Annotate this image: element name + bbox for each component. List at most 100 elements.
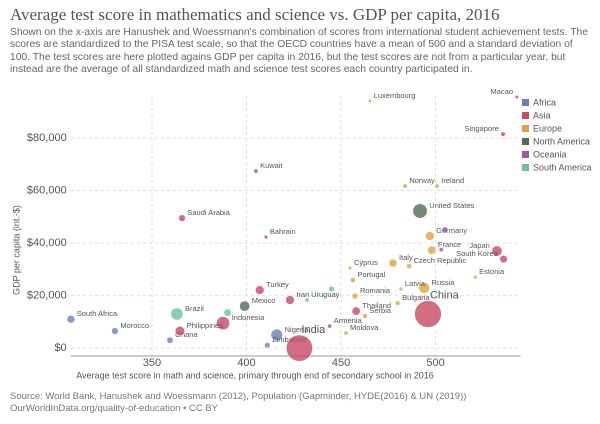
bubble [223, 308, 232, 317]
point-label: Portugal [357, 270, 385, 279]
point-label: Latvia [405, 279, 426, 288]
point-label: Russia [432, 278, 456, 287]
bubble [398, 286, 404, 292]
point-label: Turkey [266, 280, 289, 289]
y-axis-label: GDP per capita (int.-$) [11, 205, 21, 295]
bubble [286, 334, 313, 362]
point-label: Romania [360, 286, 391, 295]
x-tick-label: 500 [426, 357, 444, 369]
bubble [239, 300, 250, 312]
legend-swatch [522, 164, 529, 171]
point-label: Armenia [334, 316, 363, 325]
point-label: Czech Republic [414, 256, 467, 265]
bubble [427, 245, 437, 255]
y-tick-label: $20,000 [27, 290, 67, 302]
point-label: Cyprus [354, 258, 378, 267]
bubble [418, 282, 430, 294]
x-tick-label: 400 [237, 357, 255, 369]
bubble [402, 183, 408, 189]
point-label: Japan [469, 241, 489, 250]
bubble [438, 247, 444, 253]
bubble [425, 231, 435, 241]
bubble [414, 300, 442, 328]
point-label: Philippines [187, 321, 224, 330]
bubble [441, 226, 449, 234]
x-tick-label: 350 [143, 357, 161, 369]
point-label: Moldova [350, 323, 379, 332]
point-label: Singapore [465, 124, 499, 133]
legend-label: South America [533, 162, 592, 172]
point-label: Luxembourg [374, 91, 416, 100]
point-label: South Korea [456, 249, 499, 258]
x-tick-label: 450 [332, 357, 350, 369]
bubble [263, 234, 269, 240]
bubble [285, 295, 295, 305]
legend-label: Europe [533, 123, 562, 133]
point-label: South Africa [77, 309, 118, 318]
bubble [66, 315, 76, 324]
bubble [304, 297, 310, 303]
bubble [499, 255, 508, 264]
y-tick-label: $0 [54, 342, 66, 354]
legend-label: Africa [533, 97, 556, 107]
legend-swatch [522, 99, 529, 106]
point-label: Ireland [441, 176, 464, 185]
bubble [253, 168, 259, 174]
bubble [328, 285, 335, 293]
bubble [174, 326, 185, 337]
url: OurWorldInData.org/quality-of-education … [10, 403, 219, 414]
y-tick-label: $80,000 [27, 132, 67, 144]
bubble [343, 330, 349, 336]
bubble [327, 323, 332, 329]
point-label: Indonesia [232, 313, 265, 322]
bubble [351, 306, 361, 316]
bubble [350, 277, 356, 283]
footer: Source: World Bank, Hanushek and Woessma… [10, 391, 466, 415]
chart-subtitle: Shown on the x-axis are Hanushek and Woe… [10, 27, 588, 75]
bubble [351, 292, 359, 300]
point-label: United States [429, 201, 474, 210]
bubble [166, 336, 174, 344]
bubble [406, 263, 412, 269]
point-label: Italy [399, 253, 413, 262]
source: Source: World Bank, Hanushek and Woessma… [10, 391, 467, 402]
x-axis-label: Average test score in math and science, … [76, 370, 434, 380]
point-label: Kuwait [260, 161, 283, 170]
point-label: Estonia [479, 267, 505, 276]
bubble [388, 258, 398, 268]
bubble [434, 183, 440, 189]
point-label: Macao [491, 87, 514, 96]
point-label: Bahrain [270, 227, 296, 236]
point-label: Serbia [369, 306, 392, 315]
bubble [395, 300, 401, 306]
bubble [255, 285, 265, 295]
legend-label: North America [533, 136, 590, 146]
bubble [347, 265, 353, 271]
y-tick-label: $60,000 [27, 184, 67, 196]
y-tick-label: $40,000 [27, 237, 67, 249]
bubble [367, 98, 372, 103]
bubble [491, 245, 503, 257]
point-label: Thailand [362, 301, 391, 310]
bubble [170, 307, 184, 321]
point-label: Ghana [175, 330, 198, 339]
legend-swatch [522, 151, 529, 158]
bubble [514, 95, 519, 100]
legend-swatch [522, 125, 529, 132]
point-label: Mexico [252, 296, 276, 305]
point-label: Bulgaria [402, 293, 430, 302]
point-label: Norway [409, 176, 435, 185]
point-label: Saudi Arabia [187, 208, 230, 217]
point-label: Brazil [185, 304, 204, 313]
legend-label: Asia [533, 110, 551, 120]
bubble [264, 342, 271, 349]
point-label: France [438, 240, 461, 249]
legend-swatch [522, 112, 529, 119]
point-label: China [430, 290, 460, 302]
bubble [500, 131, 506, 137]
point-label: Iran [296, 290, 309, 299]
point-label: Nigeria [285, 325, 310, 334]
chart-title: Average test score in mathematics and sc… [10, 5, 500, 24]
